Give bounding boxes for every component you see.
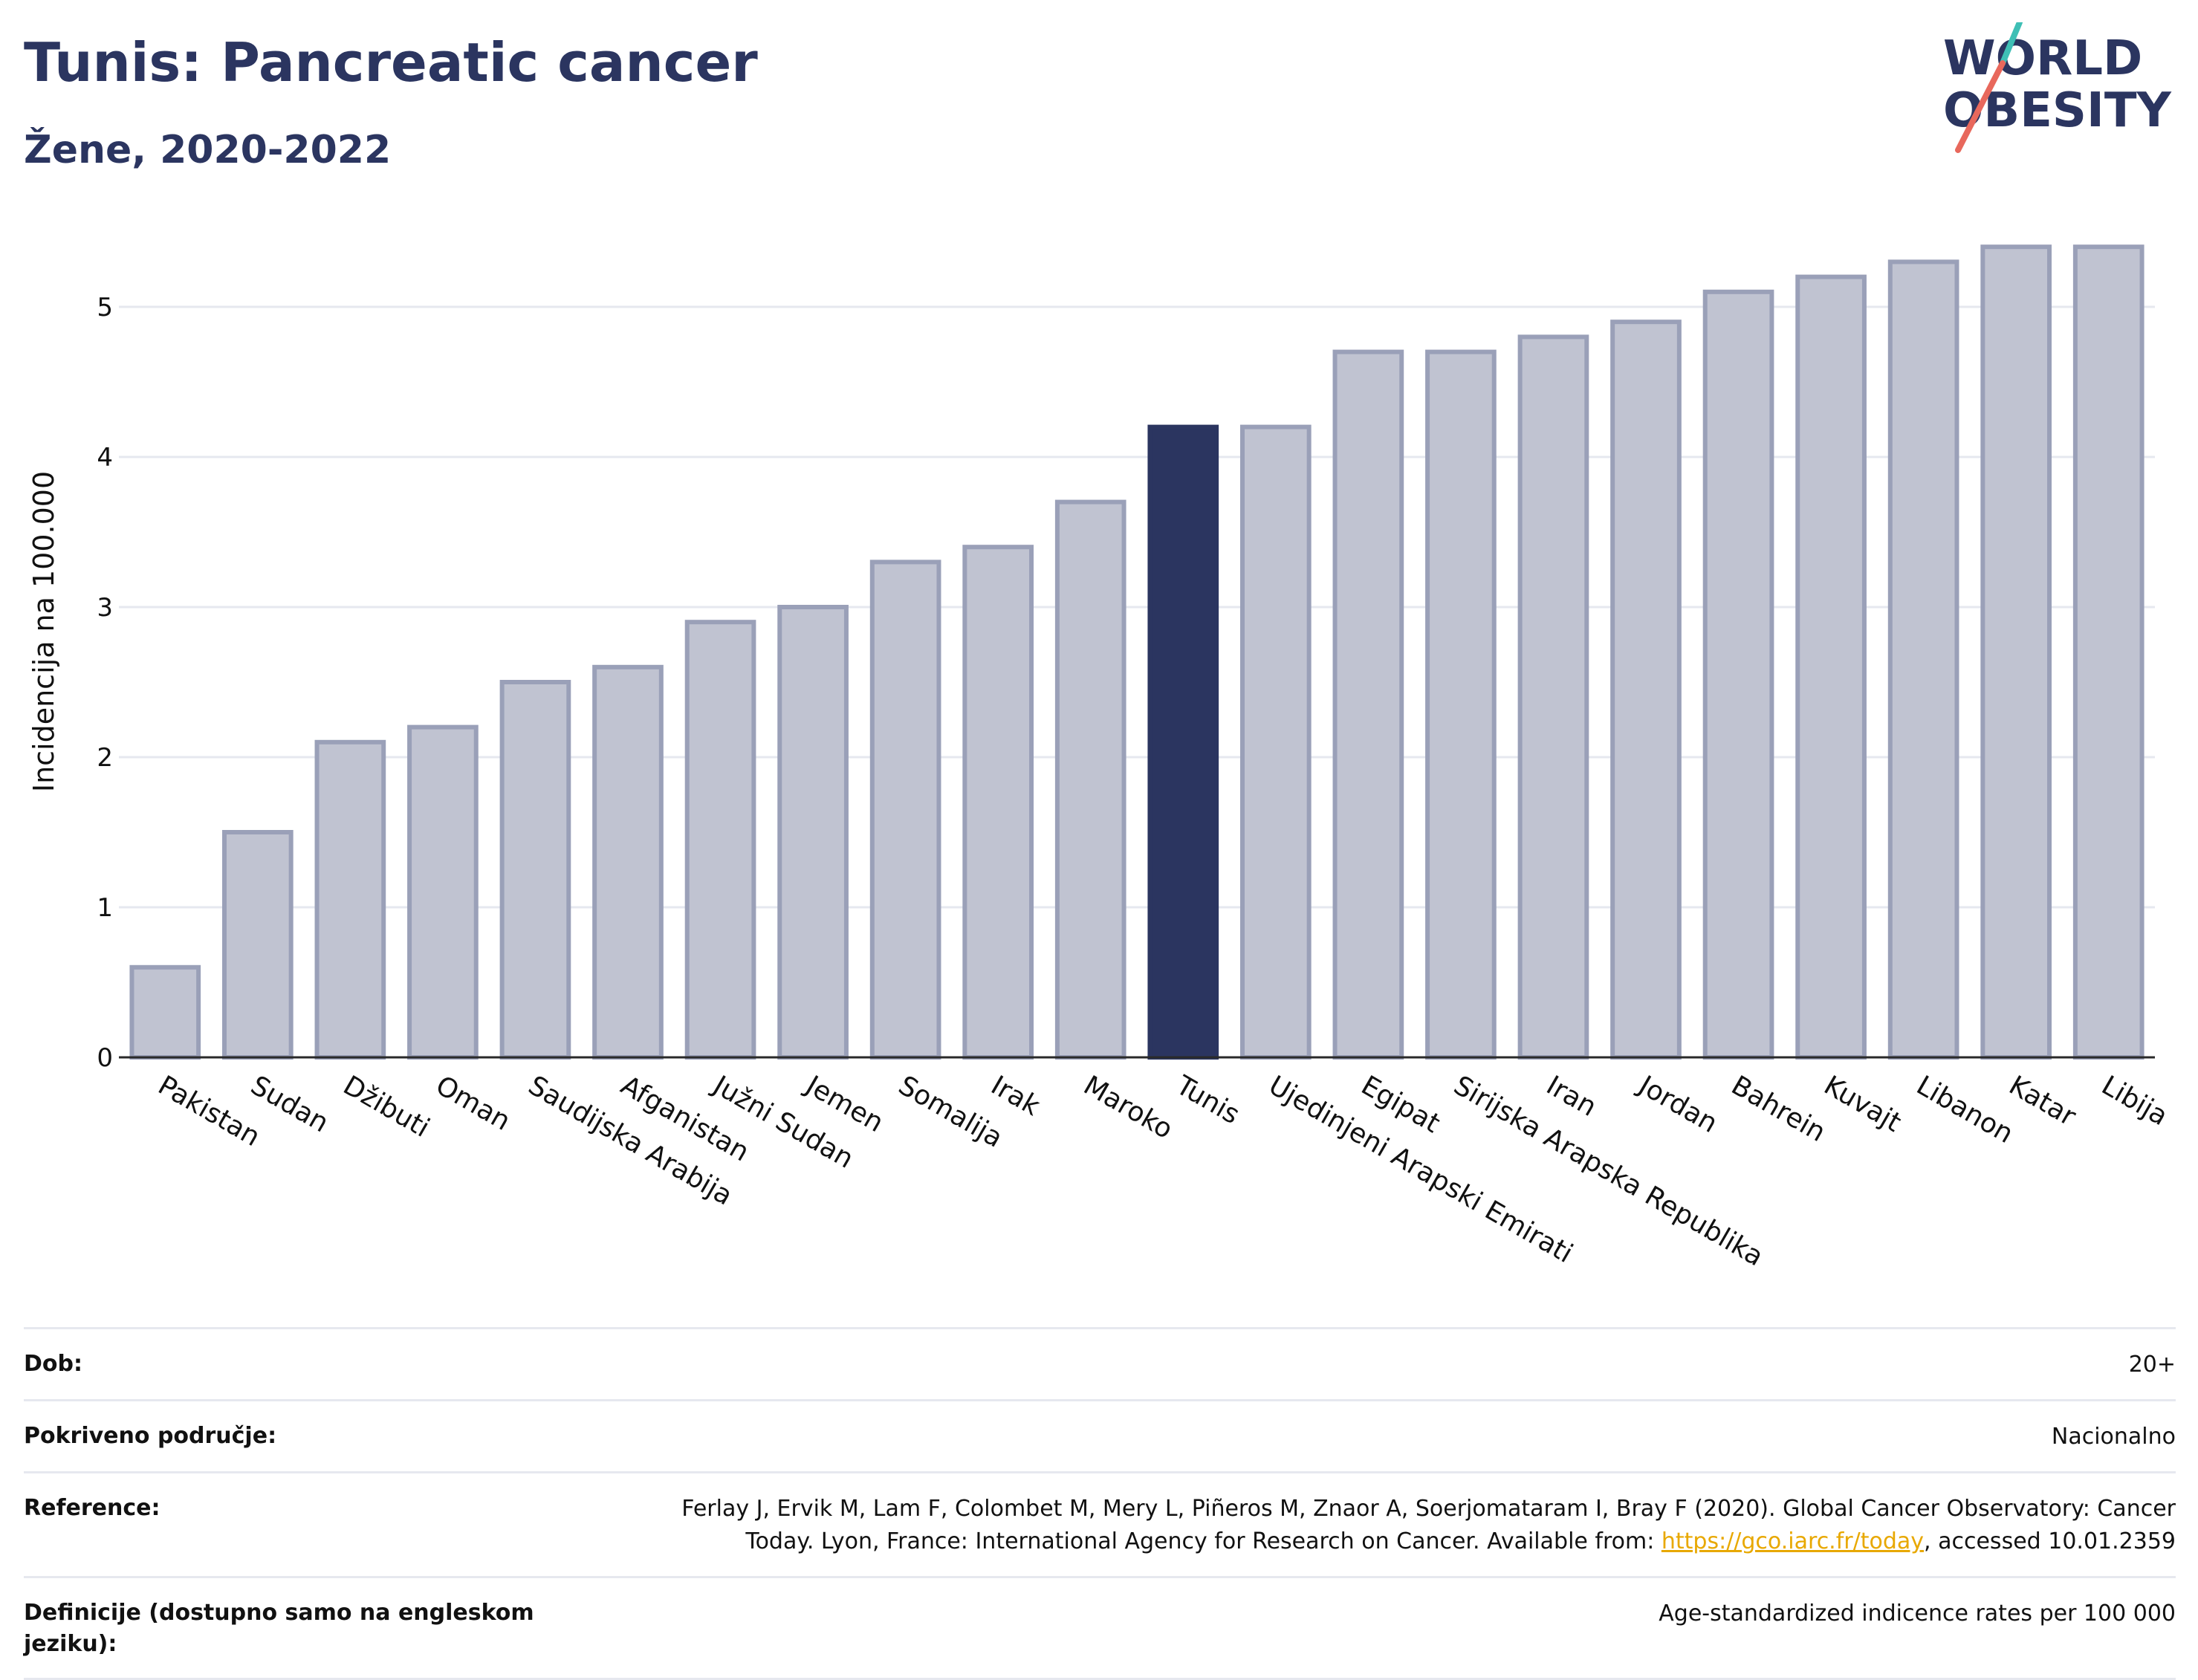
meta-value-coverage: Nacionalno xyxy=(2051,1424,2176,1450)
page-title: Tunis: Pancreatic cancer xyxy=(24,31,758,94)
bar-oman xyxy=(407,724,479,1060)
x-tick-label: Libija xyxy=(2096,1070,2173,1132)
logo-stroke-teal xyxy=(2000,22,2023,66)
y-tick-label: 1 xyxy=(97,893,113,923)
bar-saudijska-arabija xyxy=(499,680,571,1060)
x-tick-label: Tunis xyxy=(1170,1070,1245,1130)
world-obesity-logo: WORLD OBESITY xyxy=(1943,22,2171,153)
reference-text-line2: Today. Lyon, France: International Agenc… xyxy=(745,1528,1662,1554)
reference-text-accessed: , accessed 10.01.2359 xyxy=(1924,1528,2176,1554)
x-tick-label: Libanon xyxy=(1911,1070,2018,1149)
x-tick-label: Bahrein xyxy=(1726,1070,1830,1148)
bar-libija xyxy=(2072,244,2144,1060)
bar-iran xyxy=(1517,334,1589,1060)
y-tick-label: 4 xyxy=(97,443,113,473)
bar-somalija xyxy=(869,560,941,1060)
y-tick-label: 0 xyxy=(97,1043,113,1073)
bar-jordan xyxy=(1610,320,1682,1060)
x-tick-label: Pakistan xyxy=(153,1070,265,1152)
bar-sirijska-arapska-republika xyxy=(1425,349,1497,1060)
bar-libanon xyxy=(1887,259,1959,1060)
metadata-table: Dob: 20+ Pokriveno područje: Nacionalno … xyxy=(24,1327,2176,1680)
bar-kuvajt xyxy=(1795,274,1867,1060)
x-tick-label: Somalija xyxy=(893,1070,1008,1154)
meta-row-reference: Reference: Ferlay J, Ervik M, Lam F, Col… xyxy=(24,1471,2176,1576)
x-tick-label: Jordan xyxy=(1633,1069,1722,1139)
logo-text-world: WORLD xyxy=(1943,31,2142,86)
bar-maroko xyxy=(1054,499,1126,1060)
x-tick-label: Maroko xyxy=(1078,1070,1178,1145)
y-tick-labels: 0 1 2 3 4 5 xyxy=(97,293,113,1073)
meta-value-age: 20+ xyxy=(2128,1352,2176,1378)
bar-katar xyxy=(1980,244,2052,1060)
meta-row-coverage: Pokriveno područje: Nacionalno xyxy=(24,1399,2176,1471)
meta-value-reference: Ferlay J, Ervik M, Lam F, Colombet M, Me… xyxy=(681,1493,2176,1558)
bar-egipat xyxy=(1332,349,1404,1060)
y-tick-label: 3 xyxy=(97,593,113,623)
x-tick-label: Džibuti xyxy=(338,1070,435,1144)
meta-label-age: Dob: xyxy=(24,1351,82,1377)
y-tick-label: 2 xyxy=(97,743,113,773)
reference-link[interactable]: https://gco.iarc.fr/today xyxy=(1661,1528,1925,1554)
x-tick-label: Iran xyxy=(1541,1070,1601,1123)
bar-sudan xyxy=(221,830,294,1060)
y-axis-label: Incidencija na 100.000 xyxy=(27,471,60,792)
meta-label-coverage: Pokriveno područje: xyxy=(24,1423,277,1449)
x-tick-label: Oman xyxy=(430,1070,515,1137)
bars xyxy=(129,244,2144,1060)
meta-value-definition: Age-standardized indicence rates per 100… xyxy=(1659,1600,2176,1627)
meta-label-reference: Reference: xyxy=(24,1495,161,1521)
meta-row-age: Dob: 20+ xyxy=(24,1327,2176,1399)
bar-pakistan xyxy=(129,964,201,1060)
bar-ujedinjeni-arapski-emirati xyxy=(1239,424,1312,1060)
meta-row-definition: Definicije (dostupno samo na engleskom j… xyxy=(24,1576,2176,1680)
bar-džibuti xyxy=(314,739,386,1060)
y-tick-label: 5 xyxy=(97,293,113,322)
bar-irak xyxy=(962,545,1034,1060)
bar-jemen xyxy=(777,605,849,1060)
x-tick-label: Sirijska Arapska Republika xyxy=(1448,1070,1768,1272)
page-subtitle: Žene, 2020-2022 xyxy=(24,128,392,172)
bar-afganistan xyxy=(592,664,664,1060)
bar-južni-sudan xyxy=(684,620,756,1060)
bar-bahrein xyxy=(1702,289,1774,1060)
meta-label-definition: Definicije (dostupno samo na engleskom j… xyxy=(24,1600,534,1657)
reference-text-line1: Ferlay J, Ervik M, Lam F, Colombet M, Me… xyxy=(681,1496,2176,1522)
bar-tunis xyxy=(1147,424,1219,1060)
x-tick-label: Irak xyxy=(986,1070,1045,1122)
x-tick-label: Kuvajt xyxy=(1819,1070,1907,1138)
logo-stroke-coral xyxy=(1955,60,2006,153)
